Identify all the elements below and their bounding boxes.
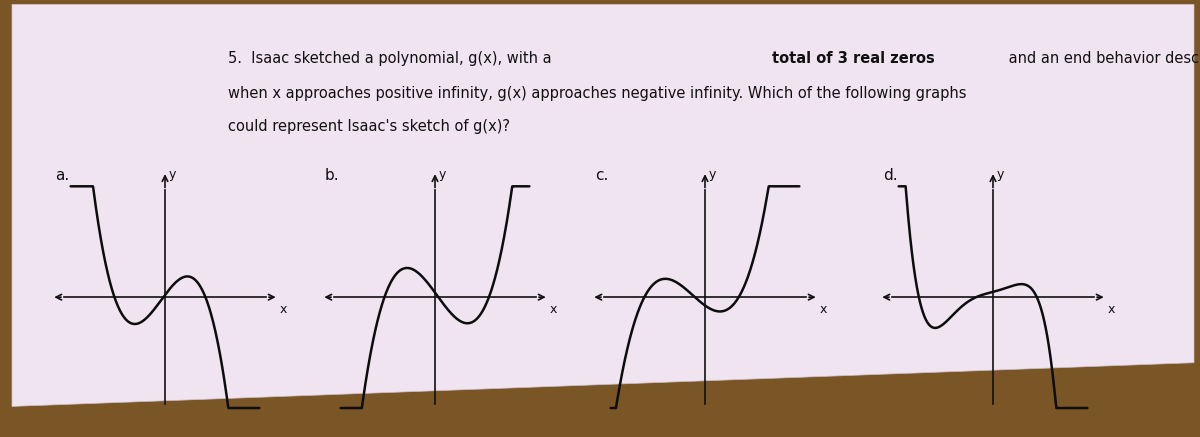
Text: when x approaches positive infinity, g(x) approaches negative infinity. Which of: when x approaches positive infinity, g(x… (228, 87, 966, 101)
Text: could represent Isaac's sketch of g(x)?: could represent Isaac's sketch of g(x)? (228, 119, 510, 134)
Text: 5.  Isaac sketched a polynomial, g(x), with a: 5. Isaac sketched a polynomial, g(x), wi… (228, 52, 557, 66)
Text: b.: b. (325, 168, 340, 183)
Text: y: y (438, 168, 445, 181)
Text: d.: d. (883, 168, 898, 183)
Text: and an end behavior described a: and an end behavior described a (1004, 52, 1200, 66)
Text: x: x (550, 303, 557, 316)
Text: total of 3 real zeros: total of 3 real zeros (772, 52, 935, 66)
Text: x: x (280, 303, 287, 316)
Text: a.: a. (55, 168, 70, 183)
Text: y: y (708, 168, 715, 181)
Text: x: x (820, 303, 827, 316)
Text: x: x (1108, 303, 1115, 316)
Text: y: y (168, 168, 175, 181)
Text: c.: c. (595, 168, 608, 183)
Text: y: y (996, 168, 1003, 181)
Polygon shape (12, 4, 1194, 406)
